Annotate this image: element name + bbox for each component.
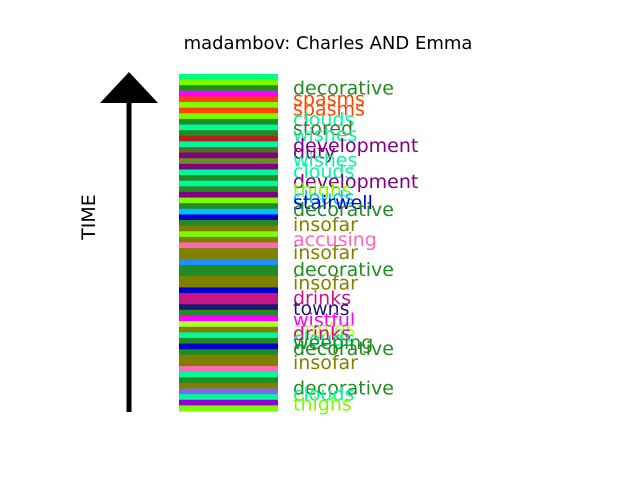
band-label: insofar bbox=[293, 214, 358, 236]
band-segment bbox=[179, 349, 278, 356]
band-label: wishes bbox=[293, 124, 357, 146]
band-segment bbox=[179, 203, 278, 210]
band-segment bbox=[179, 298, 278, 305]
band-label: decorative bbox=[293, 377, 394, 399]
band-label: clouds bbox=[293, 329, 354, 351]
band-segment bbox=[179, 315, 278, 322]
band-segment bbox=[179, 354, 278, 362]
band-segment bbox=[179, 135, 278, 142]
band-segment bbox=[179, 394, 278, 401]
band-segment bbox=[179, 321, 278, 328]
band-segment bbox=[179, 326, 278, 333]
band-segment bbox=[179, 79, 278, 86]
band-label: stairwell bbox=[293, 192, 373, 214]
band-segment bbox=[179, 337, 278, 345]
band-label: decorative bbox=[293, 338, 394, 360]
band-label: clouds bbox=[293, 161, 354, 183]
band-label: clouds bbox=[293, 384, 354, 406]
band-segment bbox=[179, 377, 278, 384]
band-segment bbox=[179, 253, 278, 260]
band-label: insofar bbox=[293, 352, 358, 374]
band-segment bbox=[179, 141, 278, 148]
band-segment bbox=[179, 242, 278, 249]
band-segment bbox=[179, 175, 278, 182]
y-axis-label: TIME bbox=[78, 194, 100, 241]
band-label: insofar bbox=[293, 272, 358, 294]
band-segment bbox=[179, 130, 278, 137]
band-segment bbox=[179, 270, 278, 277]
band-label: development bbox=[293, 171, 418, 193]
band-segment bbox=[179, 163, 278, 171]
band-segment bbox=[179, 74, 278, 81]
band-segment bbox=[179, 214, 278, 221]
band-segment bbox=[179, 225, 278, 232]
band-segment bbox=[179, 276, 278, 283]
band-segment bbox=[179, 152, 278, 159]
band-segment bbox=[179, 102, 278, 109]
band-segment bbox=[179, 287, 278, 294]
band-label: decorative bbox=[293, 199, 394, 221]
band-segment bbox=[179, 158, 278, 165]
band-segment bbox=[179, 107, 278, 114]
band-segment bbox=[179, 124, 278, 131]
band-segment bbox=[179, 360, 278, 367]
band-segment bbox=[179, 264, 278, 272]
band-label: spasms bbox=[293, 99, 365, 121]
band-segment bbox=[179, 236, 278, 244]
band-stack bbox=[179, 74, 278, 412]
band-label: clouds bbox=[293, 187, 354, 209]
band-label: insofar bbox=[293, 242, 358, 264]
band-segment bbox=[179, 281, 278, 289]
band-label: decorative bbox=[293, 78, 394, 100]
band-label: wistful bbox=[293, 309, 355, 331]
band-label: weeping bbox=[293, 332, 373, 354]
band-label: thighs bbox=[293, 394, 352, 416]
time-arrow-head bbox=[100, 72, 158, 103]
band-segment bbox=[179, 405, 278, 412]
band-segment bbox=[179, 118, 278, 126]
band-segment bbox=[179, 85, 278, 92]
band-segment bbox=[179, 180, 278, 187]
band-segment bbox=[179, 309, 278, 317]
band-segment bbox=[179, 220, 278, 227]
band-segment bbox=[179, 191, 278, 199]
band-segment bbox=[179, 186, 278, 193]
band-label: clouds bbox=[293, 109, 354, 131]
band-segment bbox=[179, 332, 278, 339]
band-label: drinks bbox=[293, 287, 351, 309]
band-segment bbox=[179, 382, 278, 390]
band-segment bbox=[179, 248, 278, 255]
band-label: accusing bbox=[293, 229, 377, 251]
band-segment bbox=[179, 366, 278, 373]
chart-title: madambov: Charles AND Emma bbox=[184, 33, 473, 54]
band-label: towns bbox=[293, 298, 350, 320]
band-segment bbox=[179, 371, 278, 378]
band-segment bbox=[179, 90, 278, 98]
band-label: drinks bbox=[293, 323, 351, 345]
band-segment bbox=[179, 259, 278, 266]
band-segment bbox=[179, 399, 278, 406]
band-segment bbox=[179, 147, 278, 154]
band-segment bbox=[179, 169, 278, 176]
band-label: apples bbox=[293, 318, 356, 340]
band-label: decorative bbox=[293, 259, 394, 281]
band-label: stored bbox=[293, 118, 353, 140]
band-segment bbox=[179, 293, 278, 300]
band-segment bbox=[179, 113, 278, 120]
band-segment bbox=[179, 231, 278, 238]
band-segment bbox=[179, 197, 278, 204]
band-segment bbox=[179, 343, 278, 350]
band-label: spasms bbox=[293, 89, 365, 111]
band-segment bbox=[179, 96, 278, 103]
band-label: development bbox=[293, 135, 418, 157]
band-label: duty bbox=[293, 142, 336, 164]
band-segment bbox=[179, 388, 278, 395]
label-column: decorativespasmsspasmscloudsstoredwishes… bbox=[293, 78, 418, 416]
band-label: thighs bbox=[293, 180, 352, 202]
band-label: wishes bbox=[293, 149, 357, 171]
band-segment bbox=[179, 208, 278, 216]
band-segment bbox=[179, 304, 278, 311]
